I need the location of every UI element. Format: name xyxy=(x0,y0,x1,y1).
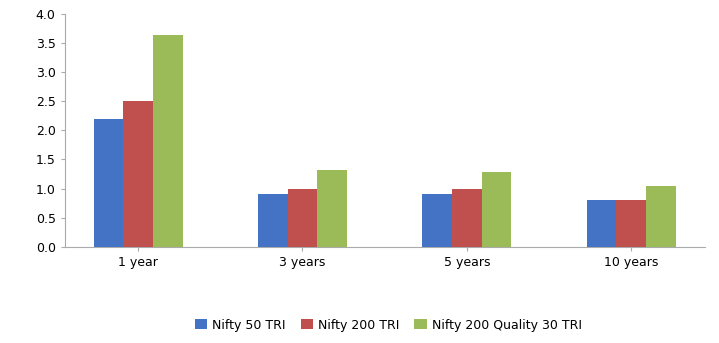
Bar xyxy=(258,194,288,247)
Bar xyxy=(482,172,511,247)
Bar xyxy=(616,200,646,247)
Bar xyxy=(587,200,616,247)
Bar xyxy=(153,35,183,247)
Bar xyxy=(93,119,124,247)
Bar xyxy=(423,194,452,247)
Legend: Nifty 50 TRI, Nifty 200 TRI, Nifty 200 Quality 30 TRI: Nifty 50 TRI, Nifty 200 TRI, Nifty 200 Q… xyxy=(190,314,587,337)
Bar xyxy=(646,186,676,247)
Bar xyxy=(317,170,347,247)
Bar xyxy=(288,189,317,247)
Bar xyxy=(452,189,482,247)
Bar xyxy=(124,101,153,247)
